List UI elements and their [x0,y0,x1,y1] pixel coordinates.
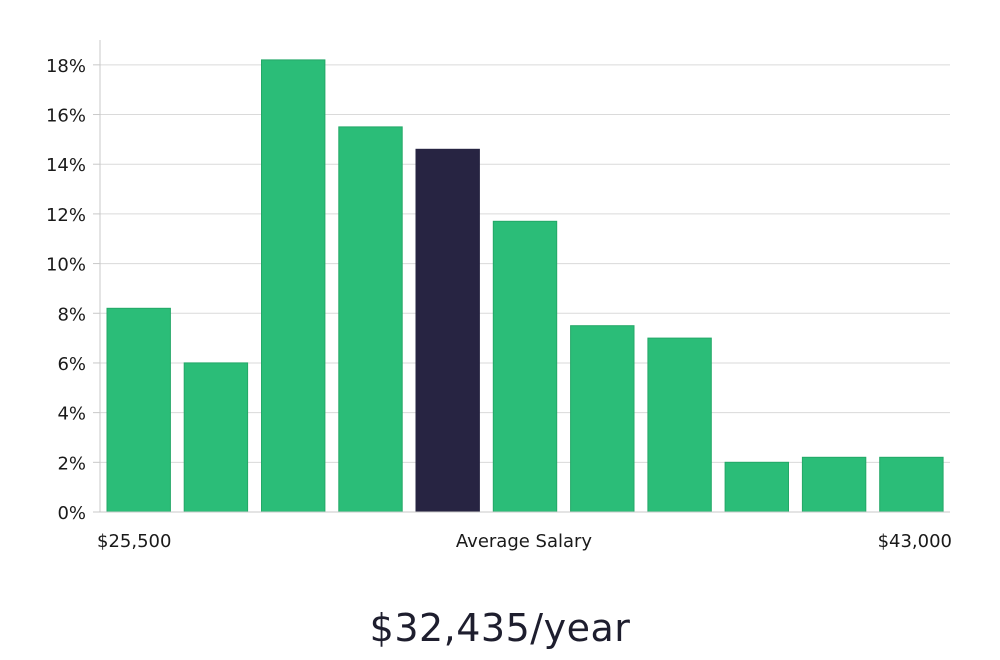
bar [261,59,326,513]
x-start-label: $25,500 [97,531,171,552]
y-tick-label: 14% [46,155,86,176]
y-tick-label: 10% [46,255,86,276]
x-axis-title: Average Salary [456,531,593,552]
y-tick-label: 2% [57,453,86,474]
bar [801,456,867,513]
bar [570,325,635,513]
y-tick-label: 6% [57,354,86,375]
y-tick-label: 12% [46,205,86,226]
bar [724,461,789,513]
bar [647,337,712,513]
y-tick-label: 18% [46,56,86,77]
y-tick-label: 8% [57,304,86,325]
x-end-label: $43,000 [878,531,952,552]
bar [879,456,944,513]
bars [106,59,944,513]
bar [106,307,171,513]
axes: 0% 2% 4% 6% 8% 10% 12% 14% 16% 18% [46,40,950,524]
bar [492,220,558,513]
bar [183,362,249,513]
bar-highlighted [415,148,480,513]
salary-distribution-chart: 0% 2% 4% 6% 8% 10% 12% 14% 16% 18% $25,500 Averag… [46,40,952,552]
y-tick-label: 16% [46,106,86,127]
y-tick-label: 0% [57,503,86,524]
bar [338,126,403,513]
labels: $25,500 Average Salary $43,000 [97,531,952,552]
average-salary-value: $32,435/year [369,606,631,650]
y-tick-label: 4% [57,404,86,425]
